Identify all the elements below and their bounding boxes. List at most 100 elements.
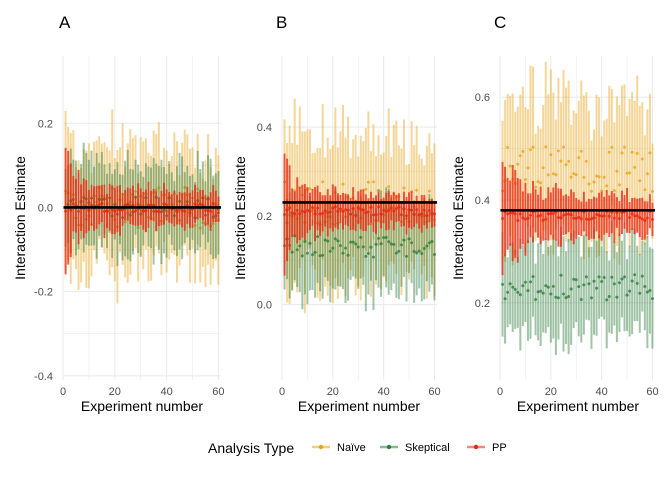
- point-pp: [341, 209, 345, 213]
- data-marks: [283, 98, 436, 314]
- point-naive: [554, 173, 558, 177]
- point-skeptical: [511, 285, 515, 289]
- point-skeptical: [587, 282, 591, 286]
- point-naive: [592, 180, 596, 184]
- point-skeptical: [430, 239, 434, 243]
- x-tick-label: 20: [109, 386, 121, 398]
- point-pp: [633, 214, 637, 218]
- series-pp: [64, 147, 220, 275]
- point-pp: [551, 212, 555, 216]
- y-tick-label: 0.2: [257, 211, 272, 223]
- point-naive: [582, 175, 586, 179]
- point-skeptical: [503, 297, 507, 301]
- point-pp: [549, 212, 553, 216]
- point-pp: [333, 205, 337, 209]
- point-skeptical: [379, 242, 383, 246]
- x-axis-label: Experiment number: [517, 398, 640, 414]
- legend-title: Analysis Type: [208, 440, 294, 456]
- x-tick-label: 0: [497, 386, 503, 398]
- point-naive: [528, 148, 532, 152]
- point-skeptical: [290, 250, 294, 254]
- point-skeptical: [366, 252, 370, 256]
- point-skeptical: [369, 245, 373, 249]
- point-naive: [521, 150, 525, 154]
- point-pp: [592, 216, 596, 220]
- point-pp: [64, 209, 68, 213]
- point-naive: [610, 145, 614, 149]
- point-pp: [407, 208, 411, 212]
- point-skeptical: [415, 251, 419, 255]
- point-skeptical: [382, 236, 386, 240]
- point-pp: [354, 213, 358, 217]
- point-skeptical: [544, 284, 548, 288]
- series-skeptical: [501, 220, 654, 356]
- point-pp: [308, 209, 312, 213]
- point-naive: [623, 145, 627, 149]
- point-naive: [605, 184, 609, 188]
- point-naive: [574, 173, 578, 177]
- point-pp: [521, 216, 525, 220]
- point-pp: [577, 215, 581, 219]
- point-naive: [559, 159, 563, 163]
- point-pp: [635, 214, 639, 218]
- y-tick-label: 0.2: [475, 298, 490, 310]
- point-pp: [528, 213, 532, 217]
- point-naive: [154, 188, 158, 192]
- point-skeptical: [316, 235, 320, 239]
- point-pp: [643, 218, 647, 222]
- point-skeptical: [351, 240, 355, 244]
- point-skeptical: [333, 237, 337, 241]
- point-skeptical: [600, 280, 604, 284]
- point-pp: [377, 205, 381, 209]
- legend: Analysis Type Naïve Skeptical PP: [208, 440, 507, 456]
- y-tick-label: 0.6: [475, 92, 490, 104]
- x-tick-labels: 0 20 40 60: [60, 386, 225, 398]
- point-pp: [523, 217, 527, 221]
- y-tick-label: -0.4: [34, 371, 53, 383]
- point-naive: [508, 164, 512, 168]
- point-skeptical: [554, 295, 558, 299]
- point-pp: [628, 216, 632, 220]
- point-skeptical: [648, 289, 652, 293]
- y-tick-label: -0.2: [34, 287, 53, 299]
- point-naive: [617, 183, 621, 187]
- point-skeptical: [321, 253, 325, 257]
- point-skeptical: [389, 242, 393, 246]
- point-skeptical: [546, 285, 550, 289]
- point-pp: [356, 206, 360, 210]
- point-pp: [206, 209, 210, 213]
- point-naive: [564, 163, 568, 167]
- point-pp: [556, 216, 560, 220]
- point-pp: [427, 208, 431, 212]
- y-tick-label: 0.0: [257, 300, 272, 312]
- series-pp: [501, 161, 654, 276]
- legend-label-naive: Naïve: [337, 442, 366, 454]
- point-pp: [508, 211, 512, 215]
- point-skeptical: [612, 282, 616, 286]
- point-pp: [165, 203, 169, 207]
- point-pp: [410, 208, 414, 212]
- point-pp: [371, 213, 375, 217]
- point-pp: [300, 209, 304, 213]
- point-pp: [640, 217, 644, 221]
- legend-label-skeptical: Skeptical: [405, 442, 450, 454]
- point-pp: [645, 216, 649, 220]
- point-skeptical: [420, 252, 424, 256]
- point-pp: [394, 206, 398, 210]
- point-pp: [180, 208, 184, 212]
- point-skeptical: [534, 298, 538, 302]
- point-naive: [562, 145, 566, 149]
- point-pp: [310, 205, 314, 209]
- point-naive: [650, 189, 654, 193]
- point-skeptical: [605, 298, 609, 302]
- point-skeptical: [643, 285, 647, 289]
- point-skeptical: [625, 293, 629, 297]
- y-tick-label: 0.4: [257, 122, 272, 134]
- point-naive: [589, 189, 593, 193]
- point-skeptical: [377, 236, 381, 240]
- x-tick-label: 40: [378, 386, 390, 398]
- point-skeptical: [526, 289, 530, 293]
- point-pp: [392, 209, 396, 213]
- point-skeptical: [523, 280, 527, 284]
